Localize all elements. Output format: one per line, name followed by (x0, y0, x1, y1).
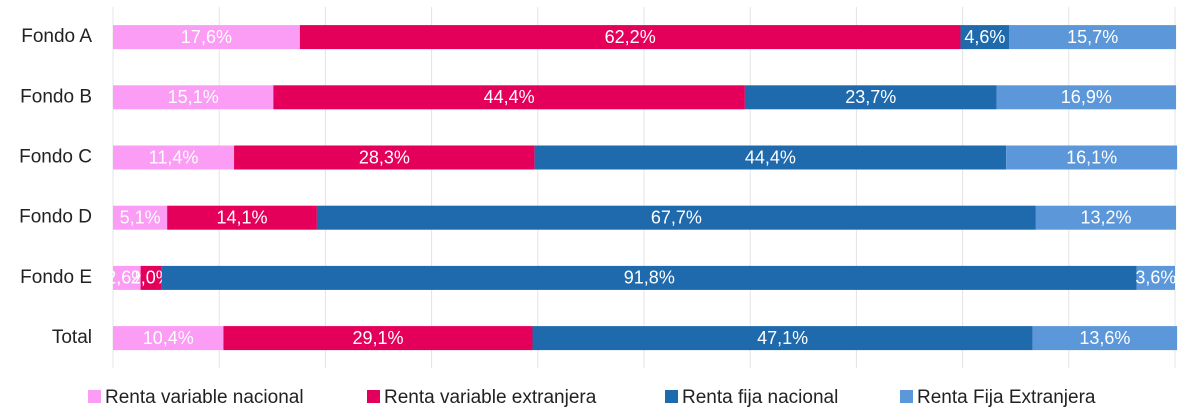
data-label: 15,1% (168, 87, 219, 107)
bar-segment (1006, 145, 1178, 170)
data-label: 44,4% (484, 87, 535, 107)
bar-segment (161, 265, 1137, 290)
bar-segment (167, 205, 317, 230)
data-label: 23,7% (845, 87, 896, 107)
y-tick-label: Total (52, 327, 92, 348)
data-label: 16,9% (1061, 87, 1112, 107)
bar-segment (113, 265, 141, 290)
bar-segment (532, 326, 1033, 351)
bar-segment (299, 25, 961, 50)
data-label: 4,6% (964, 27, 1005, 47)
bar-segment (316, 205, 1036, 230)
data-label: 28,3% (359, 147, 410, 167)
bar-segment (960, 25, 1010, 50)
bar-segment (996, 85, 1177, 110)
data-label: 62,2% (605, 27, 656, 47)
bar-segment (140, 265, 162, 290)
bar-segment (1136, 265, 1175, 290)
bar-segment (113, 326, 224, 351)
legend-label: Renta variable nacional (105, 387, 304, 408)
y-tick-label: Fondo E (20, 267, 92, 288)
bar-segment (1035, 205, 1177, 230)
legend-label: Renta fija nacional (682, 387, 838, 408)
legend-swatch (665, 390, 678, 403)
bar-segment (273, 85, 745, 110)
legend-swatch (88, 390, 101, 403)
data-label: 5,1% (120, 207, 161, 227)
bar-segment (1032, 326, 1178, 351)
y-tick-label: Fondo D (19, 207, 92, 228)
data-label: 2,0% (131, 268, 172, 288)
bar-segment (223, 326, 533, 351)
y-tick-label: Fondo A (21, 26, 92, 47)
data-label: 29,1% (352, 328, 403, 348)
data-label: 2,6% (106, 268, 147, 288)
bar-segment (113, 205, 168, 230)
bar-segment (1009, 25, 1177, 50)
y-tick-label: Fondo C (19, 147, 92, 168)
data-label: 67,7% (651, 207, 702, 227)
data-label: 13,6% (1079, 328, 1130, 348)
legend-label: Renta variable extranjera (384, 387, 597, 408)
bar-segment (744, 85, 997, 110)
data-label: 16,1% (1066, 147, 1117, 167)
data-label: 15,7% (1067, 27, 1118, 47)
data-label: 44,4% (745, 147, 796, 167)
bar-segment (113, 85, 274, 110)
data-label: 13,2% (1080, 207, 1131, 227)
data-label: 11,4% (149, 147, 199, 167)
legend-label: Renta Fija Extranjera (917, 387, 1096, 408)
y-tick-label: Fondo B (20, 86, 92, 107)
data-label: 3,6% (1135, 268, 1176, 288)
bar-segment (234, 145, 535, 170)
legend-swatch (367, 390, 380, 403)
data-label: 91,8% (624, 268, 675, 288)
bar-segment (534, 145, 1007, 170)
bar-segment (113, 145, 235, 170)
bar-segment (113, 25, 300, 50)
data-label: 17,6% (181, 27, 232, 47)
data-label: 14,1% (217, 207, 268, 227)
data-label: 47,1% (757, 328, 808, 348)
data-label: 10,4% (143, 328, 194, 348)
legend-swatch (900, 390, 913, 403)
